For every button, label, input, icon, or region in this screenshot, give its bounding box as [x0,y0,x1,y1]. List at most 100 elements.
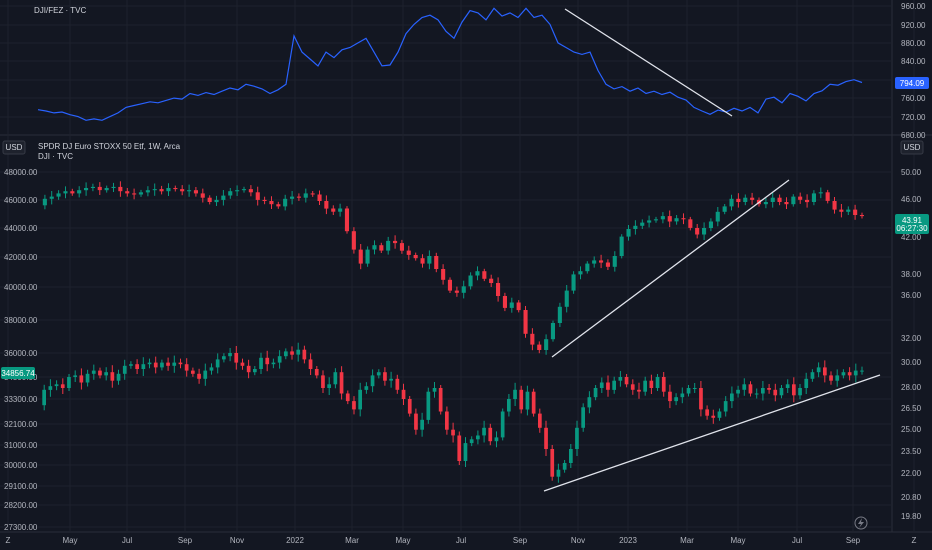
dji-candle [661,377,666,392]
time-axis-label: 2022 [286,536,304,545]
dji-candle [736,389,740,394]
fez-candle [84,188,89,191]
fez-candle [825,192,830,201]
dji-candle [116,373,121,381]
dji-candle [197,373,201,379]
fez-axis-label: 46.00 [901,195,922,204]
dji-axis-label: 44000.00 [4,224,38,233]
ratio-axis-label: 680.00 [901,131,926,140]
ratio-axis-label: 960.00 [901,2,926,11]
dji-candle [290,351,294,355]
dji-candle [104,372,108,376]
dji-candle [730,393,734,402]
dji-candle [110,372,115,381]
fez-axis-label: 23.50 [901,447,922,456]
fez-candle [90,186,95,188]
ratio-trendline[interactable] [564,8,733,117]
fez-candle [331,208,336,212]
dji-candle [98,370,102,376]
fez-candle [674,218,679,222]
fez-candle [235,190,240,192]
fez-candle [798,196,803,200]
fez-candle [605,262,610,267]
dji-candle [234,353,239,363]
fez-candle [427,256,432,264]
dji-candle [816,367,821,373]
dji-candle [420,419,424,430]
top-pane-legend: DJI/FEZ · TVC [34,6,87,15]
dji-candle [550,449,555,477]
fez-candle [200,193,205,198]
dji-candle [147,362,152,365]
dji-candle [79,375,84,383]
fez-candle [180,189,185,192]
dji-candle [507,399,511,412]
dji-candle [742,384,747,390]
dji-candle [637,389,641,392]
time-axis-label: Mar [345,536,359,545]
dji-candle [476,435,480,440]
fez-candle [118,186,123,192]
dji-axis-label: 29100.00 [4,482,38,491]
fez-candle [475,271,480,276]
lightning-icon[interactable] [854,516,868,530]
fez-candle [393,240,398,244]
fez-candle [441,269,446,280]
dji-candle [184,364,189,371]
fez-candle [255,192,260,200]
fez-candle [702,228,707,235]
time-axis-label: May [395,536,410,545]
time-axis-label: Sep [513,536,528,545]
dji-candle [593,388,598,398]
dji-candle [531,391,536,414]
dji-price-tag-text: 34856.74 [1,369,35,378]
fez-candle [612,256,617,267]
fez-candle [763,202,768,205]
dji-candle [48,386,53,390]
dji-axis-label: 33300.00 [4,395,38,404]
fez-candle [681,218,686,220]
fez-candle [571,274,576,291]
fez-candle [447,279,452,291]
fez-candle [166,188,171,192]
dji-candle [785,384,790,388]
time-axis-label: Sep [178,536,193,545]
fez-candle [509,302,514,308]
dji-candle [513,389,517,399]
fez-axis-label: 26.50 [901,404,922,413]
fez-candle [221,195,226,200]
dji-candle [810,372,815,379]
fez-candle [777,197,782,202]
fez-candle [49,196,54,199]
dji-candle [692,388,697,389]
fez-axis-label: 42.00 [901,233,922,242]
fez-candle [351,231,356,250]
dji-trendline[interactable] [543,374,881,492]
dji-axis-label: 46000.00 [4,196,38,205]
dji-candle [457,435,462,461]
dji-candle [500,411,505,438]
fez-candle [736,198,741,202]
dji-candle [829,375,833,381]
left-currency-box[interactable] [2,140,26,155]
fez-candle [633,225,638,229]
dji-candle [352,401,356,410]
fez-candle [818,192,823,194]
fez-candle [111,186,116,188]
right-currency-box[interactable] [900,140,924,155]
fez-candle [750,197,755,200]
fez-candle [386,240,391,251]
fez-candle [207,197,212,202]
fez-candle [496,283,501,296]
fez-candle [310,193,315,195]
fez-trendline[interactable] [551,179,790,358]
dji-candle [339,372,344,394]
dji-candle [674,397,678,402]
fez-axis-label: 22.00 [901,469,922,478]
trendlines[interactable] [543,8,881,492]
dji-candle [538,413,542,428]
fez-candle [640,222,645,226]
dji-candle [284,351,288,357]
